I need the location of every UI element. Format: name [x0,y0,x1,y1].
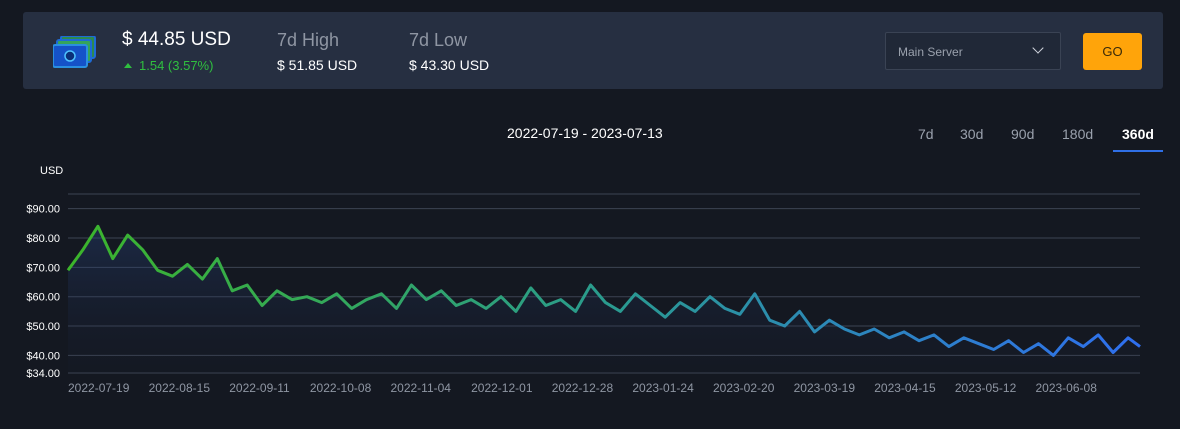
y-tick-label: $60.00 [26,292,60,304]
y-tick-label: $80.00 [26,233,60,245]
low-label: 7d Low [409,30,468,50]
server-select-value: Main Server [898,45,963,59]
y-axis-unit: USD [40,165,64,177]
summary-bar: $ 44.85 USD 1.54 (3.57%) 7d High $ 51.85… [23,12,1163,89]
low-value: $ 43.30 USD [409,57,490,73]
x-tick-label: 2023-04-15 [874,381,936,395]
y-tick-label: $40.00 [26,350,60,362]
x-tick-label: 2022-09-11 [229,381,290,395]
date-range: 2022-07-19 - 2023-07-13 [507,125,663,141]
y-tick-label: $50.00 [26,321,60,333]
up-arrow-icon [124,63,132,68]
price-change-value: 1.54 (3.57%) [139,58,214,73]
tab-360d[interactable]: 360d [1122,126,1154,142]
go-button[interactable]: GO [1083,33,1142,70]
x-tick-label: 2023-06-08 [1035,381,1097,395]
y-tick-label: $70.00 [26,262,60,274]
server-select[interactable]: Main Server [885,32,1061,70]
active-tab-indicator [1113,150,1163,152]
price-change: 1.54 (3.57%) [124,58,213,73]
x-tick-label: 2022-08-15 [149,381,211,395]
price-area [68,226,1140,373]
price-line [66,224,1141,357]
high-label: 7d High [277,30,340,50]
tab-180d[interactable]: 180d [1062,126,1094,142]
tab-30d[interactable]: 30d [960,126,984,142]
current-price: $ 44.85 USD [122,29,231,50]
x-tick-label: 2022-12-01 [471,381,533,395]
tab-7d[interactable]: 7d [918,126,934,142]
high-value: $ 51.85 USD [277,57,358,73]
x-tick-label: 2022-10-08 [310,381,372,395]
x-tick-label: 2023-01-24 [632,381,694,395]
x-tick-label: 2023-03-19 [794,381,856,395]
tab-90d[interactable]: 90d [1011,126,1035,142]
x-tick-label: 2022-07-19 [68,381,130,395]
money-stack-icon [53,36,96,68]
x-tick-label: 2023-05-12 [955,381,1017,395]
range-tabs: 7d 30d 90d 180d 360d [0,126,1180,156]
y-tick-label: $34.00 [26,368,60,380]
x-tick-label: 2022-11-04 [390,381,451,395]
x-tick-label: 2023-02-20 [713,381,775,395]
y-tick-label: $90.00 [26,204,60,216]
x-tick-label: 2022-12-28 [552,381,614,395]
